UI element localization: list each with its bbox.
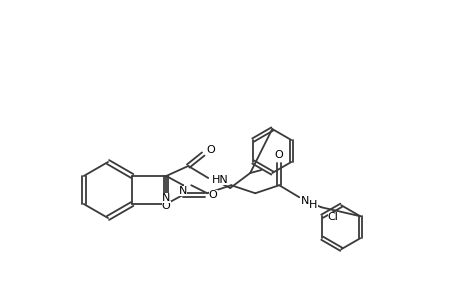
Text: O: O: [274, 150, 283, 160]
Text: N: N: [301, 196, 309, 206]
Text: Cl: Cl: [327, 212, 338, 222]
Text: O: O: [208, 190, 217, 200]
Text: N: N: [162, 193, 170, 203]
Text: HN: HN: [212, 175, 229, 185]
Text: H: H: [308, 200, 317, 210]
Text: N: N: [179, 186, 187, 196]
Text: O: O: [207, 145, 215, 155]
Text: O: O: [162, 201, 170, 211]
